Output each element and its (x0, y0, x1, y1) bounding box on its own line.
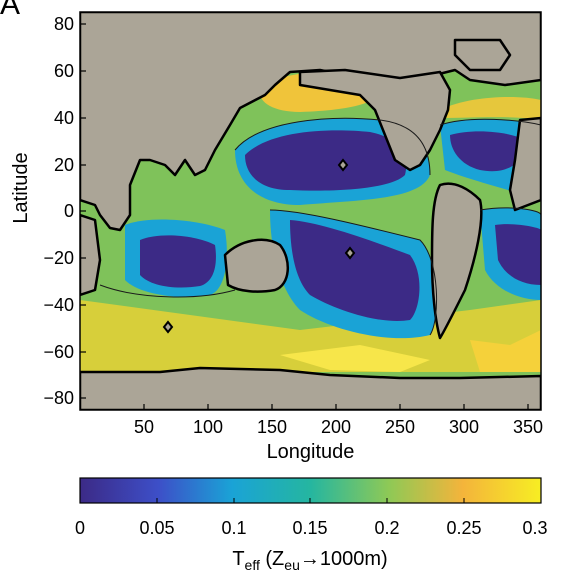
axis-ticks (80, 23, 529, 410)
y-axis-label: Latitude (10, 152, 32, 224)
colorbar-tick-label: 0.3 (522, 518, 548, 538)
colorbar-tick-label: 0 (74, 518, 85, 538)
south-america-land (430, 182, 483, 340)
land-masses (80, 12, 541, 410)
panel-letter: A (0, 0, 21, 21)
australia-land (223, 238, 289, 293)
y-tick-label: 80 (53, 14, 74, 34)
west-africa-land (508, 116, 541, 212)
colorbar-ticks (79, 498, 542, 503)
antarctica-land (80, 366, 541, 410)
colorbar-tick-label: 0.05 (139, 518, 175, 538)
y-tick-label: −40 (43, 295, 74, 315)
y-tick-label: 20 (53, 155, 74, 175)
x-tick-label: 150 (256, 417, 288, 437)
east-africa-land (80, 213, 102, 297)
colorbar-tick-label: 0.1 (221, 518, 247, 538)
y-tick-label: −80 (43, 388, 74, 408)
colorbar-label: Teff (Zeu→1000m) (232, 548, 388, 573)
y-tick-label: 60 (53, 61, 74, 81)
colorbar-tick-label: 0.15 (292, 518, 328, 538)
contour-lines (99, 117, 541, 336)
y-tick-label: 0 (63, 201, 74, 221)
x-tick-label: 50 (133, 417, 155, 437)
colorbar-tick-label: 0.25 (446, 518, 482, 538)
x-tick-label: 100 (192, 417, 224, 437)
x-tick-label: 300 (448, 417, 480, 437)
eurasia-land (80, 12, 541, 232)
y-tick-label: −20 (43, 248, 74, 268)
x-axis-label: Longitude (266, 441, 355, 463)
x-tick-label: 350 (512, 417, 544, 437)
x-tick-label: 250 (384, 417, 416, 437)
y-tick-label: 40 (53, 108, 74, 128)
y-tick-label: −60 (43, 342, 74, 362)
north-america-land (298, 68, 452, 172)
colorbar-tick-label: 0.2 (374, 518, 400, 538)
x-tick-label: 200 (320, 417, 352, 437)
map-plot-area (80, 12, 541, 410)
